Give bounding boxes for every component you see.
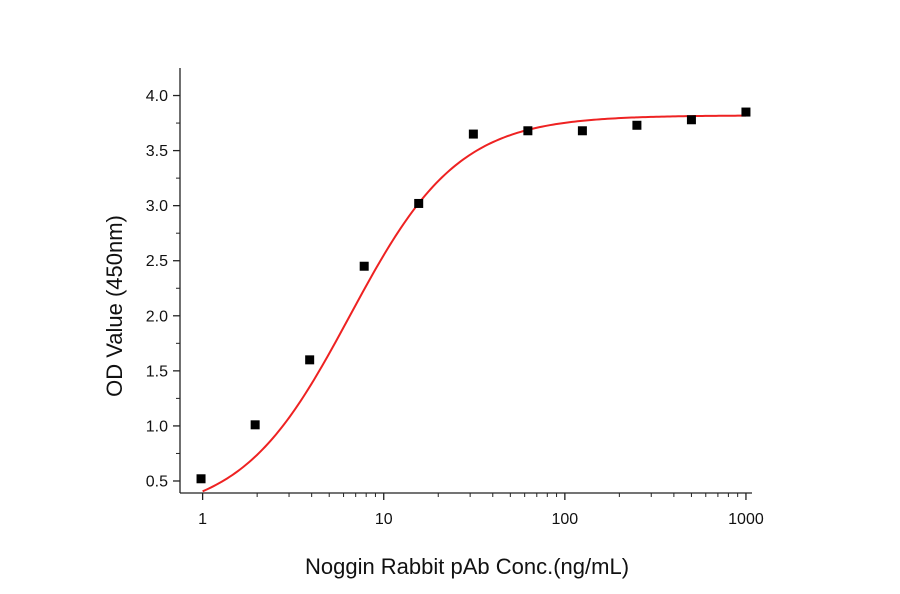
y-tick-label: 2.0 [146, 308, 168, 325]
y-tick-label: 1.0 [146, 418, 168, 435]
data-point [414, 198, 424, 208]
y-tick-label: 2.5 [146, 253, 168, 270]
data-point [523, 126, 533, 136]
data-point [305, 355, 315, 365]
data-point [196, 474, 206, 484]
data-point [686, 115, 696, 125]
ticks: 0.5 1.0 1.5 2.0 2.5 3.0 3.5 4.0 1 10 100 1000 [146, 88, 764, 528]
y-tick-label: 1.5 [146, 363, 168, 380]
y-tick-label: 3.5 [146, 143, 168, 160]
data-point [577, 126, 587, 136]
y-axis-title: OD Value (450nm) [102, 215, 127, 397]
data-point [359, 261, 369, 271]
y-tick-label: 3.0 [146, 198, 168, 215]
x-axis-title: Noggin Rabbit pAb Conc.(ng/mL) [305, 554, 629, 579]
data-point [632, 120, 642, 130]
fit-curve-layer [202, 114, 746, 493]
x-tick-label: 1 [198, 511, 207, 528]
data-point [250, 420, 260, 430]
y-tick-label: 0.5 [146, 473, 168, 490]
axes [179, 68, 752, 494]
data-point [468, 129, 478, 139]
y-tick-label: 4.0 [146, 88, 168, 105]
fit-curve [202, 114, 746, 493]
x-tick-label: 10 [375, 511, 393, 528]
data-point [741, 107, 751, 117]
x-tick-label: 1000 [728, 511, 764, 528]
x-tick-label: 100 [551, 511, 578, 528]
data-points [196, 107, 751, 484]
